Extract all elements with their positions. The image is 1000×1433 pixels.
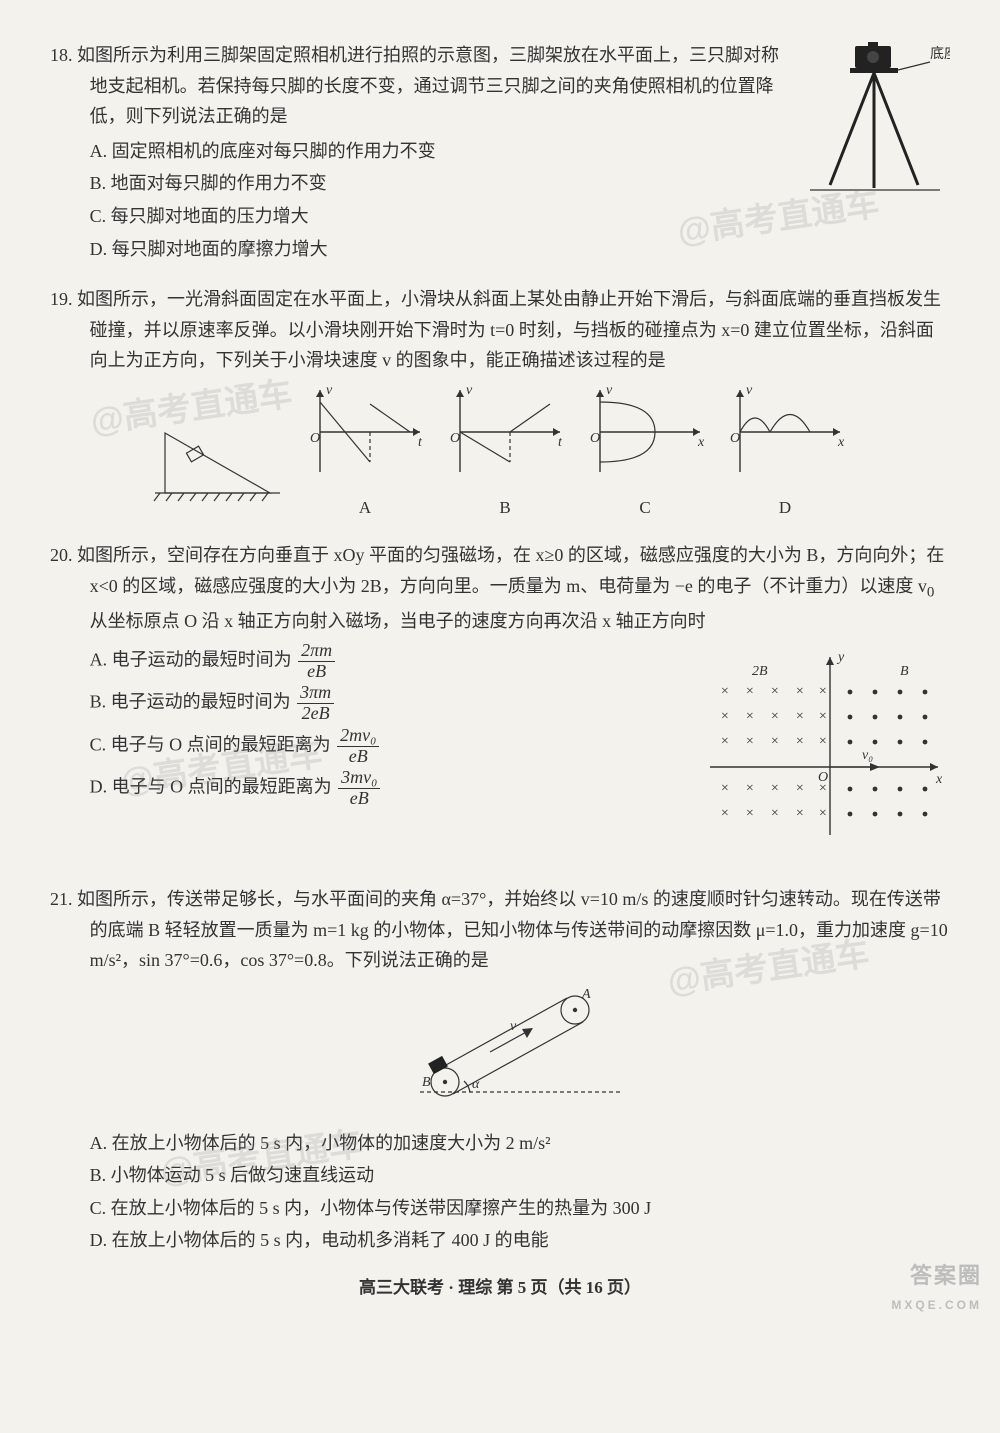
svg-text:×: × [770, 806, 779, 821]
svg-text:×: × [745, 734, 754, 749]
q20-c-frac: 2mv₀eB [337, 726, 379, 767]
corner-badge-top: 答案圈 [910, 1263, 982, 1288]
q20-c-text: C. 电子与 O 点间的最短距离为 [90, 734, 331, 754]
q19-label-a: A [300, 494, 430, 523]
svg-text:×: × [770, 781, 779, 796]
svg-text:×: × [770, 684, 779, 699]
q21-figure: v A B α [50, 982, 950, 1122]
svg-text:t: t [558, 435, 563, 450]
q20-d-text: D. 电子与 O 点间的最短距离为 [90, 777, 332, 797]
q18-stem: 如图所示为利用三脚架固定照相机进行拍照的示意图，三脚架放在水平面上，三只脚对称地… [77, 45, 779, 126]
q18-opt-d: D. 每只脚对地面的摩擦力增大 [50, 234, 950, 265]
q18-figure-tripod: 底座 [800, 40, 950, 210]
page-footer: 高三大联考 · 理综 第 5 页（共 16 页） [50, 1274, 950, 1303]
q20-figure: x y O 2B B v₀ ××××× ××××× ××××× ××××× ××… [690, 647, 950, 857]
q20-b-text: B. 电子运动的最短时间为 [90, 692, 291, 712]
q21-opt-d: D. 在放上小物体后的 5 s 内，电动机多消耗了 400 J 的电能 [50, 1225, 950, 1256]
svg-text:y: y [836, 650, 845, 665]
q20-a-frac: 2πmeB [298, 641, 335, 682]
q21-opt-a: A. 在放上小物体后的 5 s 内，小物体的加速度大小为 2 m/s² [50, 1128, 950, 1159]
svg-text:x: x [697, 435, 705, 450]
svg-text:v₀: v₀ [862, 748, 873, 763]
svg-text:×: × [745, 709, 754, 724]
svg-text:×: × [720, 806, 729, 821]
svg-text:×: × [818, 806, 827, 821]
svg-text:×: × [745, 781, 754, 796]
q19-stem: 如图所示，一光滑斜面固定在水平面上，小滑块从斜面上某处由静止开始下滑后，与斜面底… [77, 289, 941, 370]
question-21: 21. 如图所示，传送带足够长，与水平面间的夹角 α=37°，并始终以 v=10… [50, 884, 950, 1256]
question-19: 19. 如图所示，一光滑斜面固定在水平面上，小滑块从斜面上某处由静止开始下滑后，… [50, 284, 950, 522]
q19-figures: Ot v A Ot v B [50, 382, 950, 522]
q19-label-b: B [440, 494, 570, 523]
svg-text:×: × [770, 709, 779, 724]
q20-b-frac: 3πm2eB [297, 683, 334, 724]
svg-text:t: t [418, 435, 423, 450]
q21-opt-c: C. 在放上小物体后的 5 s 内，小物体与传送带因摩擦产生的热量为 300 J [50, 1193, 950, 1224]
q20-a-text: A. 电子运动的最短时间为 [90, 649, 292, 669]
svg-text:v: v [326, 383, 333, 398]
svg-text:B: B [422, 1075, 431, 1090]
q20-number: 20. [50, 545, 73, 565]
q20-stem-part1: 如图所示，空间存在方向垂直于 xOy 平面的匀强磁场，在 x≥0 的区域，磁感应… [77, 545, 944, 596]
svg-text:×: × [795, 781, 804, 796]
svg-text:×: × [818, 709, 827, 724]
svg-text:底座: 底座 [930, 46, 950, 62]
svg-text:×: × [818, 781, 827, 796]
question-18: 底座 18. 如图所示为利用三脚架固定照相机进行拍照的示意图，三脚架放在水平面上… [50, 40, 950, 266]
q21-options: A. 在放上小物体后的 5 s 内，小物体的加速度大小为 2 m/s² B. 小… [50, 1128, 950, 1256]
corner-badge: 答案圈 MXQE.COM [891, 1257, 982, 1315]
q21-stem: 如图所示，传送带足够长，与水平面间的夹角 α=37°，并始终以 v=10 m/s… [77, 889, 948, 970]
svg-text:v: v [606, 383, 613, 398]
q19-label-c: C [580, 494, 710, 523]
q20-stem: 如图所示，空间存在方向垂直于 xOy 平面的匀强磁场，在 x≥0 的区域，磁感应… [77, 545, 944, 631]
svg-text:v: v [466, 383, 473, 398]
svg-text:×: × [720, 734, 729, 749]
svg-text:B: B [900, 664, 909, 679]
svg-text:O: O [310, 431, 320, 446]
q21-opt-b: B. 小物体运动 5 s 后做匀速直线运动 [50, 1160, 950, 1191]
svg-text:×: × [745, 684, 754, 699]
q20-stem-part2: 从坐标原点 O 沿 x 轴正方向射入磁场，当电子的速度方向再次沿 x 轴正方向时 [90, 611, 706, 631]
q20-stem-sub: 0 [927, 585, 935, 601]
q20-d-frac: 3mv₀eB [338, 768, 380, 809]
svg-text:×: × [818, 684, 827, 699]
svg-text:O: O [730, 431, 740, 446]
q19-number: 19. [50, 289, 73, 309]
q19-fig-incline [150, 413, 290, 523]
question-20: 20. 如图所示，空间存在方向垂直于 xOy 平面的匀强磁场，在 x≥0 的区域… [50, 540, 950, 866]
svg-text:v: v [746, 383, 753, 398]
svg-text:x: x [837, 435, 845, 450]
q19-fig-d: Ox v D [720, 382, 850, 522]
svg-text:×: × [720, 709, 729, 724]
q19-label-d: D [720, 494, 850, 523]
svg-text:×: × [745, 806, 754, 821]
svg-text:×: × [795, 684, 804, 699]
q18-number: 18. [50, 45, 73, 65]
svg-text:α: α [472, 1077, 480, 1092]
svg-text:×: × [720, 684, 729, 699]
svg-text:A: A [581, 987, 591, 1002]
q19-fig-b: Ot v B [440, 382, 570, 522]
svg-text:×: × [770, 734, 779, 749]
corner-badge-bottom: MXQE.COM [891, 1295, 982, 1315]
svg-text:2B: 2B [752, 664, 768, 679]
svg-text:×: × [818, 734, 827, 749]
svg-text:O: O [450, 431, 460, 446]
svg-text:×: × [720, 781, 729, 796]
svg-text:v: v [510, 1019, 517, 1034]
svg-text:x: x [935, 772, 943, 787]
svg-text:×: × [795, 709, 804, 724]
q19-fig-a: Ot v A [300, 382, 430, 522]
svg-text:O: O [590, 431, 600, 446]
svg-text:×: × [795, 734, 804, 749]
q19-fig-c: Ox v C [580, 382, 710, 522]
q21-number: 21. [50, 889, 73, 909]
svg-text:×: × [795, 806, 804, 821]
